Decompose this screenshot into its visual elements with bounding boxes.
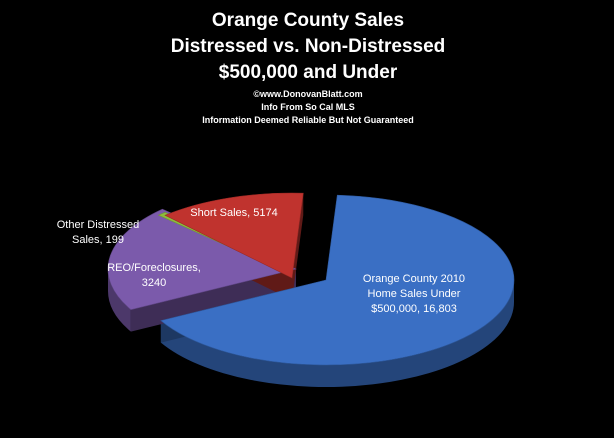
pie-slice-label-line: Home Sales Under (368, 288, 461, 300)
pie-slice-1 (107, 208, 297, 310)
pie-slice-wall-3-1 (292, 193, 304, 300)
chart-subtitle: ©www.DonovanBlatt.com Info From So Cal M… (202, 89, 414, 125)
pie-slice-label-0: Orange County 2010 Home Sales Under $500,0… (363, 273, 465, 315)
pie-labels: Orange County 2010 Home Sales Under $500,0… (57, 207, 465, 315)
pie-slice-side-1 (108, 269, 131, 332)
pie-slice-label-line: $500,000, 16,803 (371, 303, 457, 315)
pie-slice-label-1: Short Sales, 5174 (190, 207, 277, 219)
pie-slice-wall-1-0 (130, 269, 296, 332)
pie-slice-side-0 (160, 280, 515, 387)
chart-subtitle-line-1: ©www.DonovanBlatt.com (253, 89, 362, 99)
chart-title-line-2: Distressed vs. Non-Distressed (171, 36, 446, 57)
chart-title-line-3: $500,000 and Under (219, 62, 398, 83)
pie-slice-label-line: Short Sales, 5174 (190, 207, 277, 219)
pie-tops (107, 192, 515, 366)
chart-title: Orange County Sales Distressed vs. Non-D… (171, 10, 446, 83)
pie-slice-label-3: REO/Foreclosures, 3240 (107, 262, 201, 289)
pie-slice-label-2: Other Distressed Sales, 199 (57, 219, 140, 246)
pie-slice-label-line: 3240 (142, 277, 166, 289)
chart-subtitle-line-3: Information Deemed Reliable But Not Guar… (202, 115, 414, 125)
pie-slice-label-line: Sales, 199 (72, 234, 124, 246)
pie-slice-0 (160, 194, 515, 366)
pie-slice-label-line: Orange County 2010 (363, 273, 465, 285)
chart-title-line-1: Orange County Sales (212, 10, 404, 31)
chart-subtitle-line-2: Info From So Cal MLS (261, 102, 355, 112)
pie-slice-label-line: REO/Foreclosures, (107, 262, 201, 274)
pie-slice-label-line: Other Distressed (57, 219, 140, 231)
pie-slice-3 (164, 192, 304, 279)
